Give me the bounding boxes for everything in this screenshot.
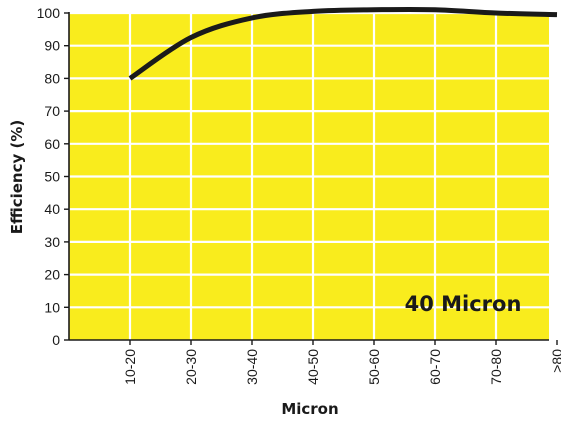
y-tick-label: 30 (44, 234, 60, 250)
x-tick-label: 60-70 (427, 349, 443, 385)
y-tick-label: 60 (44, 136, 60, 152)
x-tick-labels: 10-20 20-30 30-40 40-50 50-60 60-70 70-80 >80 (122, 340, 561, 385)
x-tick-label: 50-60 (366, 349, 382, 385)
x-tick-label: 40-50 (305, 349, 321, 385)
x-tick-label: 20-30 (183, 349, 199, 385)
y-axis-title: Efficiency (%) (8, 120, 26, 235)
x-tick-label: 70-80 (488, 349, 504, 385)
efficiency-curve (128, 6, 558, 81)
y-tick-label: 10 (44, 299, 60, 315)
x-tick-label: >80 (549, 349, 561, 373)
y-tick-label: 20 (44, 267, 60, 283)
y-tick-label: 50 (44, 169, 60, 185)
y-tick-label: 100 (37, 5, 61, 21)
y-tick-label: 90 (44, 38, 60, 54)
x-axis-title: Micron (281, 400, 338, 418)
y-tick-label: 80 (44, 70, 60, 86)
x-tick-label: 30-40 (244, 349, 260, 385)
y-tick-label: 0 (52, 332, 60, 348)
annotation-label: 40 Micron (405, 292, 522, 316)
y-tick-label: 40 (44, 201, 60, 217)
y-tick-labels: 0 10 20 30 40 50 60 70 80 90 100 (37, 5, 69, 348)
x-tick-label: 10-20 (122, 349, 138, 385)
y-tick-label: 70 (44, 103, 60, 119)
